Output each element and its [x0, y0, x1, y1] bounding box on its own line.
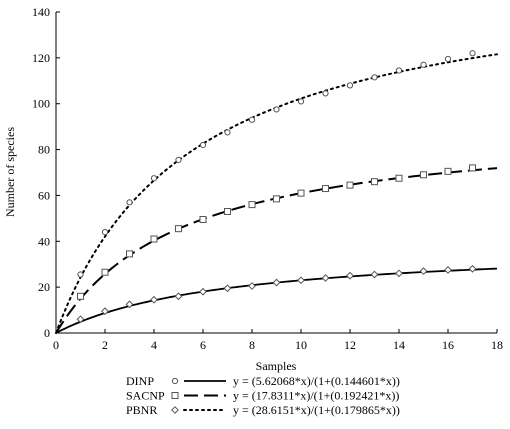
sacnp-data-point [444, 167, 452, 175]
x-axis-title: Samples [256, 359, 297, 373]
pbnr-data-point [346, 271, 354, 280]
y-tick-label: 20 [38, 280, 50, 294]
dinp-data-point [101, 229, 109, 236]
pbnr-data-point [76, 315, 85, 324]
dinp-data-point [150, 175, 158, 182]
sacnp-data-point [150, 235, 158, 243]
dinp-data-point [322, 90, 329, 97]
y-tick-label: 40 [38, 234, 50, 248]
pbnr-data-point [150, 295, 158, 304]
legend-sacnp-marker-icon [171, 392, 179, 399]
dinp-fit-curve [55, 267, 498, 334]
legend-pbnr-marker-icon [171, 406, 179, 414]
pbnr-data-point [125, 300, 134, 309]
legend-dinp-marker-icon [171, 377, 179, 385]
pbnr-data-point [468, 264, 477, 273]
sacnp-data-point [346, 181, 354, 189]
legend-equation: y = (28.6151*x)/(1+(0.179865*x)) [233, 403, 400, 417]
dinp-data-point [371, 74, 378, 81]
sacnp-data-point [469, 164, 476, 172]
pbnr-data-point [321, 274, 330, 282]
dinp-data-point [199, 141, 207, 149]
pbnr-fit-curve [55, 53, 498, 334]
pbnr-data-point [174, 292, 183, 301]
x-tick-label: 16 [442, 338, 454, 352]
dinp-data-point [175, 156, 182, 163]
y-tick-label: 80 [38, 143, 50, 157]
x-tick-label: 2 [102, 338, 108, 352]
sacnp-data-point [101, 268, 109, 276]
x-tick-label: 12 [344, 338, 356, 352]
dinp-data-point [248, 116, 256, 123]
pbnr-data-point [444, 266, 452, 274]
legend: DINP y = (5.62068*x)/(1+(0.144601*x)) SACN… [126, 374, 400, 417]
sacnp-data-point [395, 174, 403, 182]
legend-series-name: PBNR [126, 403, 157, 417]
dinp-data-point [126, 199, 133, 206]
dinp-data-point [346, 82, 354, 89]
sacnp-data-point [273, 195, 280, 203]
dinp-data-point [273, 106, 280, 113]
x-tick-label: 14 [393, 338, 405, 352]
sacnp-data-point [371, 178, 378, 186]
pbnr-data-point [297, 276, 305, 285]
y-tick-label: 120 [32, 51, 50, 65]
dinp-data-point [444, 55, 452, 63]
y-tick-label: 140 [32, 5, 50, 19]
sacnp-data-point [175, 225, 182, 233]
dinp-data-point [77, 271, 84, 278]
legend-series-name: SACNP [126, 389, 165, 403]
y-tick-label: 60 [38, 188, 50, 202]
dinp-data-point [224, 129, 231, 136]
dinp-data-point [469, 50, 476, 57]
sacnp-data-point [224, 207, 231, 215]
y-axis-title: Number of species [3, 127, 17, 217]
pbnr-data-point [101, 307, 109, 316]
x-tick-label: 0 [53, 338, 59, 352]
x-tick-label: 18 [491, 338, 503, 352]
pbnr-data-point [395, 269, 403, 278]
sacnp-data-point [77, 292, 84, 300]
x-tick-label: 10 [295, 338, 307, 352]
sacnp-data-point [322, 185, 329, 193]
dinp-data-point [395, 67, 403, 74]
x-tick-label: 6 [200, 338, 206, 352]
pbnr-data-point [223, 284, 232, 293]
sacnp-data-point [420, 171, 427, 179]
legend-equation: y = (17.8311*x)/(1+(0.192421*x)) [233, 389, 399, 403]
sacnp-data-point [248, 201, 256, 209]
legend-equation: y = (5.62068*x)/(1+(0.144601*x)) [233, 374, 400, 388]
dinp-data-point [420, 61, 427, 68]
legend-series-name: DINP [126, 374, 154, 388]
pbnr-data-point [199, 287, 207, 296]
sacnp-data-point [297, 189, 305, 197]
x-tick-label: 4 [151, 338, 157, 352]
sacnp-data-point [126, 250, 133, 258]
dinp-data-point [297, 98, 305, 105]
sacnp-data-point [199, 216, 207, 224]
pbnr-data-point [272, 278, 281, 287]
pbnr-data-point [370, 270, 379, 279]
y-tick-label: 100 [32, 97, 50, 111]
pbnr-data-point [248, 282, 256, 290]
y-tick-label: 0 [44, 326, 50, 340]
x-tick-label: 8 [249, 338, 255, 352]
pbnr-data-point [419, 267, 428, 275]
